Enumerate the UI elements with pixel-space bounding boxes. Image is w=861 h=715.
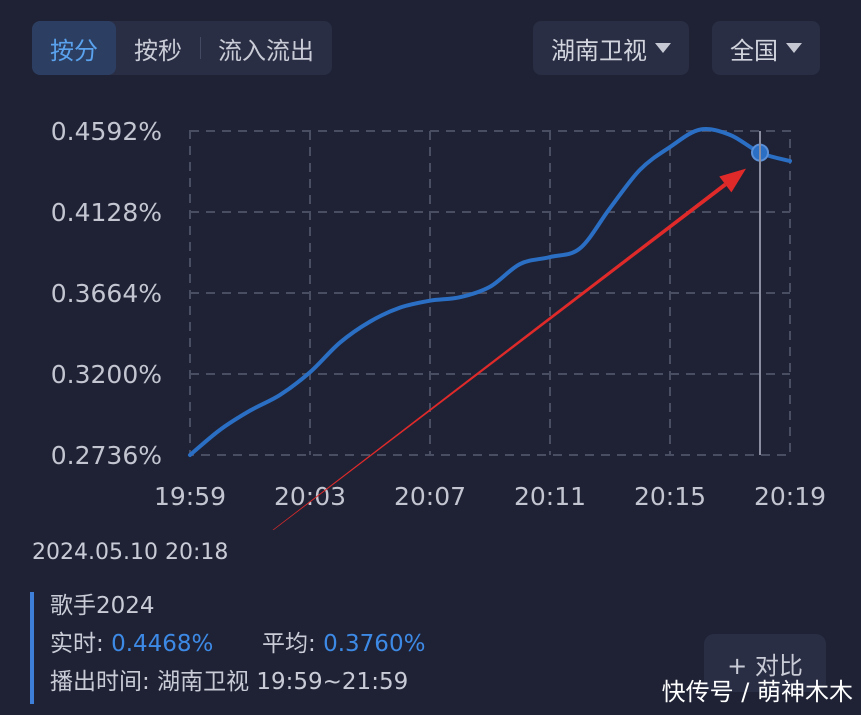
x-tick-label: 20:07 xyxy=(394,482,466,511)
series-line xyxy=(188,127,792,457)
region-dropdown-label: 全国 xyxy=(730,36,778,65)
plot-frame xyxy=(189,130,791,456)
y-tick-label: 0.3200% xyxy=(51,360,162,389)
broadcast-row: 播出时间: 湖南卫视 19:59~21:59 xyxy=(50,668,425,706)
ratings-row: 实时: 0.4468% 平均: 0.3760% xyxy=(50,630,425,668)
broadcast-label: 播出时间: xyxy=(50,669,150,695)
x-tick-label: 20:03 xyxy=(274,482,346,511)
program-name: 歌手2024 xyxy=(50,593,155,619)
tab-by-minute[interactable]: 按分 xyxy=(32,21,116,75)
x-axis-labels: 19:59 20:03 20:07 20:11 20:15 20:19 xyxy=(154,482,826,511)
y-axis-labels: 0.2736% 0.3200% 0.3664% 0.4128% 0.4592% xyxy=(51,117,162,470)
watermark: 快传号 / 萌神木木 xyxy=(661,678,853,706)
program-info: 歌手2024 实时: 0.4468% 平均: 0.3760% 播出时间: 湖南卫… xyxy=(30,592,425,704)
x-tick-label: 20:19 xyxy=(754,482,826,511)
red-arrow-head-icon xyxy=(719,168,746,193)
selected-datetime: 2024.05.10 20:18 xyxy=(32,540,229,565)
channel-dropdown-label: 湖南卫视 xyxy=(551,36,647,65)
average-label: 平均: xyxy=(262,631,316,657)
channel-dropdown[interactable]: 湖南卫视 xyxy=(533,21,689,75)
chart-series xyxy=(188,127,792,457)
tab-by-second[interactable]: 按秒 xyxy=(134,36,182,65)
realtime-label: 实时: xyxy=(50,631,104,657)
x-tick-label: 20:11 xyxy=(514,482,586,511)
red-arrow-shaft xyxy=(272,182,727,530)
x-tick-label: 19:59 xyxy=(154,482,226,511)
chart-grid xyxy=(189,130,791,456)
y-tick-label: 0.4592% xyxy=(51,117,162,146)
realtime-value: 0.4468% xyxy=(111,631,214,657)
average-value: 0.3760% xyxy=(323,631,426,657)
y-tick-label: 0.2736% xyxy=(51,441,162,470)
broadcast-value: 湖南卫视 19:59~21:59 xyxy=(157,669,409,695)
chevron-down-icon xyxy=(655,43,671,53)
region-dropdown[interactable]: 全国 xyxy=(712,21,820,75)
tab-inflow-outflow[interactable]: 流入流出 xyxy=(200,21,332,75)
ratings-line-chart[interactable]: 0.2736% 0.3200% 0.3664% 0.4128% 0.4592% 19:5… xyxy=(0,100,861,530)
compare-button[interactable]: + 对比 xyxy=(704,634,826,692)
chevron-down-icon xyxy=(786,43,802,53)
chart-annotations xyxy=(272,131,761,530)
y-tick-label: 0.3664% xyxy=(51,279,162,308)
view-mode-tabs: 按分 按秒 流入流出 xyxy=(32,21,332,75)
y-tick-label: 0.4128% xyxy=(51,198,162,227)
x-tick-label: 20:15 xyxy=(634,482,706,511)
